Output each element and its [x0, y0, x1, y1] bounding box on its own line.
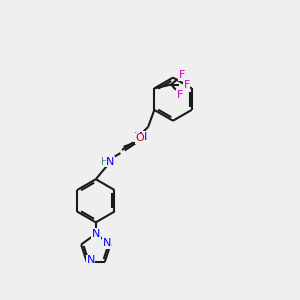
Text: N: N	[139, 132, 147, 142]
Text: N: N	[102, 238, 111, 248]
Text: N: N	[106, 157, 115, 166]
Text: N: N	[92, 229, 100, 239]
Text: F: F	[179, 70, 185, 80]
Text: F: F	[184, 80, 190, 89]
Text: F: F	[177, 89, 183, 100]
Text: H: H	[101, 157, 109, 166]
Text: H: H	[134, 132, 141, 142]
Text: O: O	[135, 134, 144, 143]
Text: N: N	[86, 255, 95, 265]
